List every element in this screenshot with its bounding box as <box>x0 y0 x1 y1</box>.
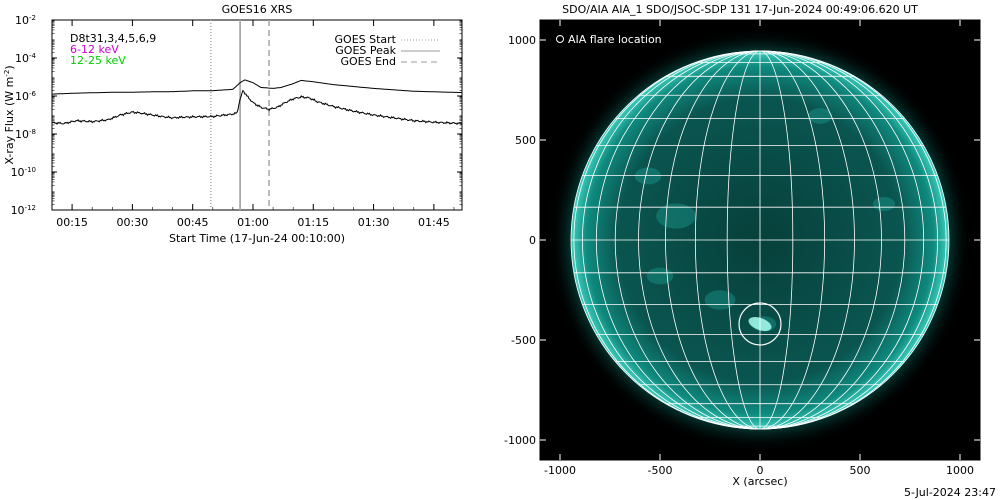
goes-y-axis-label: X-ray Flux (W m-2) <box>3 65 16 164</box>
aia-grid-longitude <box>665 50 761 430</box>
aia-y-tick-label: -1000 <box>504 434 536 447</box>
goes-panel: GOES16 XRS 10-12 10-10 10-8 10-6 10-4 10-2 00… <box>3 3 463 245</box>
goes-y-axis: 10-12 10-10 10-8 10-6 10-4 10-2 <box>11 14 462 217</box>
aia-bright-region <box>873 197 895 211</box>
goes-event-lines <box>209 20 270 210</box>
aia-grid-longitude <box>759 50 906 430</box>
aia-legend-marker-icon <box>556 35 564 43</box>
aia-x-tick-label: 1000 <box>946 464 974 477</box>
goes-x-tick-label: 01:30 <box>358 216 390 229</box>
goes-legend-left-entry: 6-12 keV <box>70 43 119 56</box>
goes-x-tick-label: 00:45 <box>177 216 209 229</box>
aia-grid-longitude <box>759 50 939 430</box>
aia-grid-longitude <box>759 50 950 430</box>
goes-x-tick-label: 00:30 <box>117 216 149 229</box>
aia-y-tick-label: 1000 <box>508 34 536 47</box>
aia-legend-label: AIA flare location <box>568 33 662 46</box>
goes-legend-right-entry: GOES Peak <box>335 44 396 57</box>
date-stamp: 5-Jul-2024 23:47 <box>904 486 996 499</box>
aia-grid-longitude <box>726 50 761 430</box>
goes-x-axis-label: Start Time (17-Jun-24 00:10:00) <box>169 232 345 245</box>
aia-grid-longitude <box>638 50 761 430</box>
goes-series-line-0 <box>52 79 462 95</box>
aia-flare-location-marker <box>738 302 782 346</box>
aia-title: SDO/AIA AIA_1 SDO/JSOC-SDP 131 17-Jun-20… <box>562 3 918 16</box>
aia-y-axis: -1000 -500 0 500 1000 <box>504 34 980 447</box>
aia-bright-region <box>704 290 736 310</box>
aia-grid-longitude <box>759 50 925 430</box>
aia-x-tick-label: 500 <box>850 464 871 477</box>
goes-legend-left-entry: 12-25 keV <box>70 54 126 67</box>
aia-grid-longitude <box>759 50 855 430</box>
goes-y-tick-label: 10-12 <box>11 204 36 217</box>
aia-x-axis: -1000 -500 0 500 1000 <box>544 20 974 477</box>
goes-legend-left-entry: D8t31,3,4,5,6,9 <box>70 32 156 45</box>
aia-grid-longitude <box>573 50 761 430</box>
goes-x-axis: 00:15 00:30 00:45 01:00 01:15 01:30 01:45 <box>51 20 455 229</box>
aia-grid-longitude <box>570 50 761 430</box>
aia-x-tick-label: -1000 <box>544 464 576 477</box>
goes-x-tick-label: 01:15 <box>297 216 329 229</box>
goes-series <box>52 79 462 126</box>
goes-y-tick-label: 10-6 <box>15 90 37 103</box>
aia-bright-region <box>646 267 674 285</box>
goes-y-tick-label: 10-8 <box>15 128 36 141</box>
aia-grid-longitude <box>694 50 761 430</box>
aia-grid-longitude <box>595 50 761 430</box>
goes-legend-right-entry: GOES Start <box>335 33 397 46</box>
aia-grid-longitude <box>759 50 947 430</box>
aia-panel: SDO/AIA AIA_1 SDO/JSOC-SDP 131 17-Jun-20… <box>504 3 981 488</box>
aia-grid-longitude <box>581 50 761 430</box>
aia-bright-region <box>807 108 833 124</box>
aia-y-tick-label: 0 <box>529 234 536 247</box>
aia-y-tick-label: 500 <box>515 134 536 147</box>
aia-grid-longitude <box>759 50 882 430</box>
aia-x-tick-label: -500 <box>648 464 673 477</box>
aia-bright-region <box>634 167 662 185</box>
goes-x-tick-label: 00:15 <box>56 216 88 229</box>
aia-grid-longitude <box>614 50 761 430</box>
aia-x-axis-label: X (arcsec) <box>732 475 787 488</box>
aia-x-tick-label: 0 <box>757 464 764 477</box>
goes-x-tick-label: 01:00 <box>237 216 269 229</box>
goes-y-tick-label: 10-10 <box>11 166 36 179</box>
aia-grid-longitude <box>759 50 826 430</box>
aia-y-tick-label: -500 <box>511 334 536 347</box>
aia-grid-longitude <box>759 50 794 430</box>
aia-legend: AIA flare location <box>556 33 662 46</box>
goes-plot-frame <box>51 19 463 211</box>
goes-legend-right-entry: GOES End <box>340 55 396 68</box>
aia-heliographic-grid <box>570 50 950 430</box>
goes-title: GOES16 XRS <box>222 3 293 16</box>
goes-y-tick-label: 10-4 <box>15 52 37 65</box>
goes-x-tick-label: 01:45 <box>418 216 450 229</box>
goes-y-tick-label: 10-2 <box>15 14 36 27</box>
aia-image <box>548 28 972 452</box>
goes-series-line-1 <box>52 89 462 126</box>
